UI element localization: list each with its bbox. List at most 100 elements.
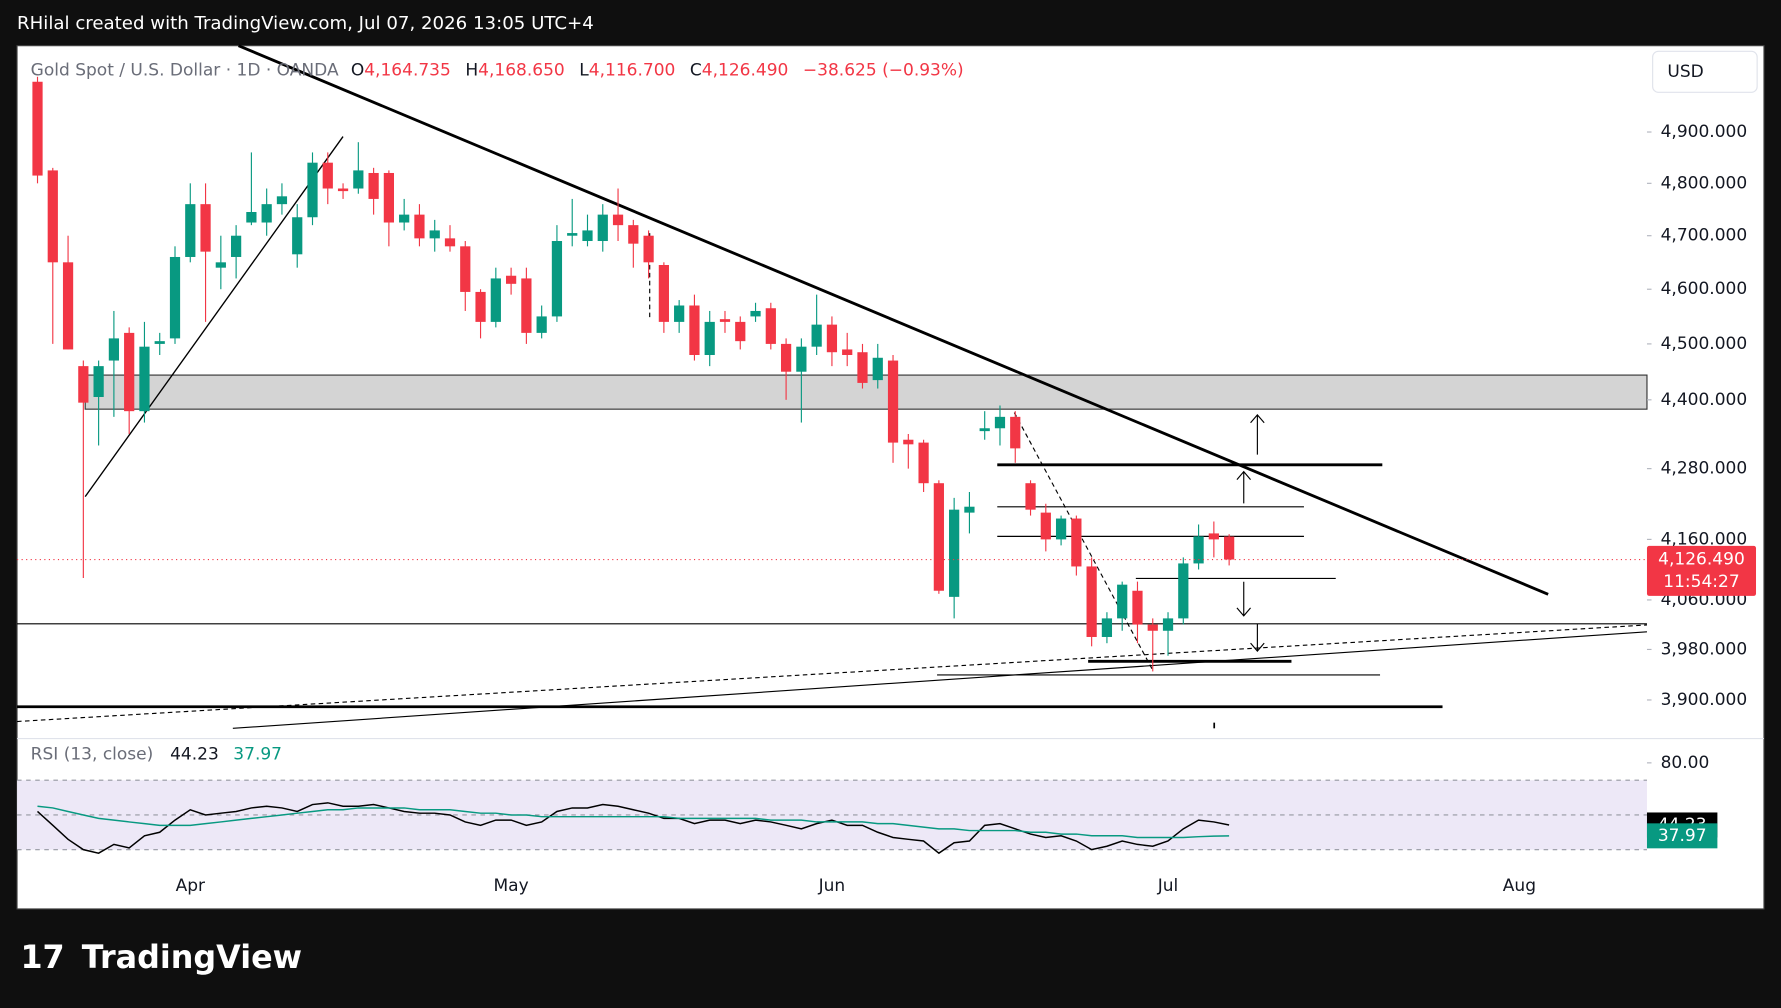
candle-body — [1055, 518, 1067, 540]
candle-body — [414, 214, 425, 239]
candle-body — [536, 316, 547, 333]
price-tag-label: 4,126.490 — [1658, 550, 1745, 570]
candle-body — [124, 332, 135, 412]
candle-body — [261, 204, 272, 223]
x-tick-label: Jun — [818, 876, 846, 896]
legend-value: 4,126.490 — [702, 61, 789, 81]
y-tick-label: 4,900.000 — [1661, 122, 1748, 142]
candle-body — [307, 162, 318, 218]
candle-body — [949, 509, 960, 597]
candle-body — [551, 241, 563, 317]
rsi-legend: RSI (13, close) 44.23 37.97 — [31, 744, 282, 764]
legend-value: 4,116.700 — [589, 61, 676, 81]
candle-body — [292, 217, 303, 255]
candle-body — [1193, 536, 1204, 564]
candle-body — [857, 352, 868, 383]
candle-body — [826, 324, 838, 353]
y-tick-label: 3,900.000 — [1661, 690, 1748, 710]
rsi-line — [36, 802, 1230, 855]
symbol: Gold Spot / U.S. Dollar · 1D · OANDA — [31, 61, 339, 81]
rsi-value: 44.23 — [170, 744, 219, 764]
countdown: 11:54:27 — [1663, 572, 1739, 592]
y-tick-label: 4,160.000 — [1661, 529, 1748, 549]
candle-body — [780, 343, 792, 372]
y-tick-label: 4,600.000 — [1661, 279, 1748, 299]
legend: Gold Spot / U.S. Dollar · 1D · OANDA O4,… — [31, 61, 964, 81]
candle-body — [337, 188, 349, 192]
candle-body — [918, 442, 929, 484]
candle-body — [842, 349, 853, 355]
candle-body — [796, 346, 807, 372]
candle-body — [246, 212, 257, 223]
candle-body — [62, 262, 74, 350]
candle-body — [643, 235, 654, 263]
y-tick-label: 3,980.000 — [1661, 639, 1748, 659]
y-tick-label: 4,280.000 — [1661, 459, 1748, 479]
candle-body — [1010, 416, 1021, 449]
candle-body — [475, 291, 486, 322]
y-tick-label: 4,500.000 — [1661, 334, 1748, 354]
candle-body — [490, 278, 501, 322]
y-tick-label: 4,400.000 — [1661, 390, 1748, 410]
candle-body — [322, 162, 333, 189]
candle-body — [1162, 618, 1174, 631]
legend-key: L — [579, 61, 589, 81]
candle-body — [628, 225, 639, 244]
legend-value: 4,164.735 — [364, 61, 451, 81]
candle-body — [169, 256, 181, 339]
candle-body — [1117, 584, 1128, 619]
rsi-title: RSI (13, close) — [31, 744, 154, 764]
candle-body — [597, 214, 608, 242]
candle-body — [1040, 512, 1051, 540]
candle-body — [811, 324, 822, 347]
candle-body — [108, 338, 120, 361]
candle-body — [750, 310, 761, 317]
button-bg[interactable] — [1652, 50, 1758, 93]
candle-body — [368, 172, 379, 199]
rsi-value: 37.97 — [233, 744, 282, 764]
candle-body — [399, 214, 410, 223]
candle-body — [1147, 624, 1158, 631]
trend-line — [232, 631, 1648, 729]
candle-body — [154, 341, 165, 344]
candle-body — [353, 170, 364, 189]
legend-key: C — [690, 61, 702, 81]
candle-body — [1132, 590, 1143, 625]
price-tag — [1646, 545, 1757, 596]
arrow — [1236, 470, 1251, 504]
candle-body — [429, 230, 440, 239]
currency-button[interactable]: USD — [1652, 50, 1758, 93]
x-tick-label: May — [494, 876, 529, 896]
currency[interactable]: USD — [1667, 62, 1703, 82]
candle-body — [933, 483, 944, 591]
candle-body — [964, 506, 975, 513]
candle-body — [47, 170, 58, 263]
candle-body — [521, 278, 532, 333]
legend-key: O — [351, 61, 364, 81]
rsi-tag — [1646, 823, 1718, 849]
candle-body — [872, 357, 883, 381]
y-tick-label: 80.00 — [1661, 753, 1710, 773]
candle-body — [32, 81, 43, 176]
dashed-line — [1013, 412, 1154, 671]
candle-body — [1208, 533, 1219, 540]
candle-body — [689, 305, 700, 355]
candle-body — [460, 246, 471, 292]
trend-line — [84, 136, 344, 498]
chart-panel — [16, 45, 1765, 910]
candle-body — [139, 346, 150, 412]
candle-body — [1025, 483, 1036, 510]
candle-body — [276, 196, 288, 205]
candle-body — [78, 366, 89, 403]
candle-body — [1071, 518, 1082, 567]
candle-body — [903, 439, 914, 445]
trend-line — [237, 44, 1549, 596]
x-tick-label: Apr — [176, 876, 205, 896]
candle-body — [1178, 563, 1189, 619]
legend-key: H — [465, 61, 478, 81]
arrow — [1236, 581, 1251, 617]
candle-body — [979, 428, 990, 432]
candle-body — [765, 308, 776, 344]
